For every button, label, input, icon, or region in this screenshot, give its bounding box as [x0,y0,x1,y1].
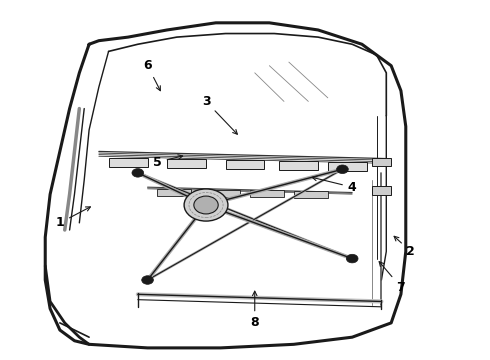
Text: 1: 1 [55,207,90,229]
Circle shape [184,189,228,221]
Bar [372,158,391,166]
Text: 8: 8 [250,291,259,329]
Bar [372,186,391,195]
Bar [109,158,147,167]
Bar [206,190,240,197]
Text: 4: 4 [312,176,357,194]
Text: 2: 2 [394,236,415,258]
Circle shape [337,165,348,174]
Bar [294,191,328,198]
Bar [328,162,367,171]
Bar [167,159,206,168]
Bar [250,190,284,197]
Text: 5: 5 [153,155,183,168]
Bar [225,160,265,169]
Circle shape [132,168,144,177]
Text: 7: 7 [379,262,405,294]
Bar [157,189,192,196]
Bar [279,161,318,170]
Text: 6: 6 [143,59,160,91]
Circle shape [194,196,218,214]
Circle shape [346,254,358,263]
Text: 3: 3 [202,95,237,134]
Circle shape [142,276,153,284]
